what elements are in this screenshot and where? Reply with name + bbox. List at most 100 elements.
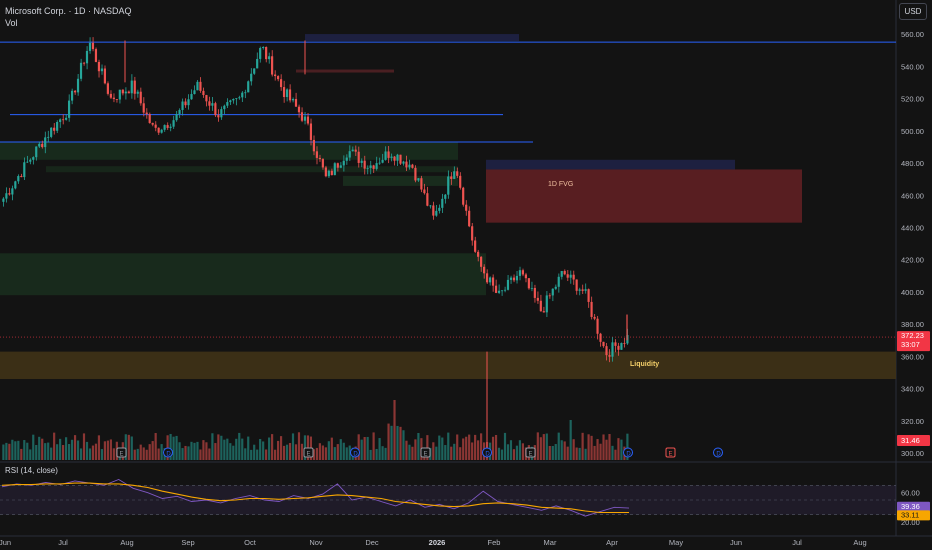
volume-bar [274,449,277,460]
candle [614,342,617,346]
volume-bar [503,432,507,460]
y-tick-label: 560.00 [901,30,924,39]
y-tick-label: 480.00 [901,159,924,168]
y-tick-label: 380.00 [901,320,924,329]
event-marker [482,447,492,458]
volume-bar [471,442,474,460]
candle [297,106,301,113]
candle [121,89,124,94]
volume-bar [211,433,214,460]
volume-bar [465,436,468,460]
currency-button[interactable]: USD [899,3,927,20]
candle [291,99,295,101]
volume-bar [405,440,408,460]
candle [387,151,390,158]
y-tick-label: 440.00 [901,223,924,232]
volume-bar [297,432,301,460]
candle [533,287,536,298]
candle [157,127,160,133]
volume-bar [208,448,211,460]
candle [357,151,360,163]
candle [521,270,524,275]
x-tick-label: May [669,538,683,547]
volume-bar [494,435,498,460]
candle [444,194,447,199]
candle [133,80,136,94]
volume-bar [17,440,20,460]
volume-bar [381,446,384,460]
y-tick-label: 460.00 [901,191,924,200]
candle [384,151,387,160]
volume-badge [897,435,930,446]
candle [160,129,163,133]
candle [500,290,504,292]
rsi-tick-label: 20.00 [901,518,920,527]
volume-bar [14,441,17,460]
volume-bar [542,434,545,460]
candle [363,160,366,169]
candle [14,181,17,189]
volume-bar [279,436,283,460]
candle [414,167,417,181]
volume-bar [151,441,154,460]
rsi-badge-value: 39.36 [901,502,920,511]
fvg-label: 1D FVG [548,181,574,188]
volume-label: Vol [5,18,18,28]
candle [268,56,271,60]
event-marker-label: D [716,452,721,458]
candle [450,176,453,179]
candle [611,342,614,357]
candle [67,100,71,118]
candle [29,159,32,162]
volume-bar [432,442,435,460]
candle [279,79,283,88]
x-tick-label: Sep [181,538,194,547]
volume-bar [184,445,187,460]
volume-bar [545,433,548,460]
event-marker [713,447,723,458]
candle [548,295,551,297]
volume-bar [333,447,336,460]
y-tick-label: 420.00 [901,256,924,265]
event-marker-label: D [353,452,358,458]
volume-bar [450,446,453,460]
candle [429,205,432,207]
candle [345,157,348,161]
candle [578,289,581,291]
volume-bar [327,441,330,460]
x-tick-label: Nov [309,538,323,547]
volume-bar [566,446,569,460]
candle [184,101,187,106]
candle [253,68,256,74]
volume-bar [375,448,378,460]
volume-bar [253,444,256,460]
volume-bar [611,445,614,460]
candle [181,101,184,110]
candle [557,276,560,287]
volume-bar [247,436,250,460]
rsi-badge [897,501,930,512]
candle [608,355,611,357]
candle [145,112,148,115]
volume-bar [438,435,441,460]
zone-top-red [296,69,394,73]
volume-bar [265,449,268,460]
x-tick-label: Feb [488,538,501,547]
volume-bar [62,445,65,460]
volume-bar [459,447,462,460]
x-tick-label: Jun [0,538,11,547]
candle [462,187,465,205]
candle [465,204,468,211]
candle [226,102,229,106]
candle [193,90,196,95]
x-tick-label: Jul [58,538,68,547]
volume-bar [229,443,232,460]
volume-bar [109,439,112,460]
candle [276,76,280,80]
candle [411,164,414,168]
volume-bar [468,434,471,460]
volume-bar [214,443,217,460]
candle [300,112,304,121]
candle [142,103,145,113]
